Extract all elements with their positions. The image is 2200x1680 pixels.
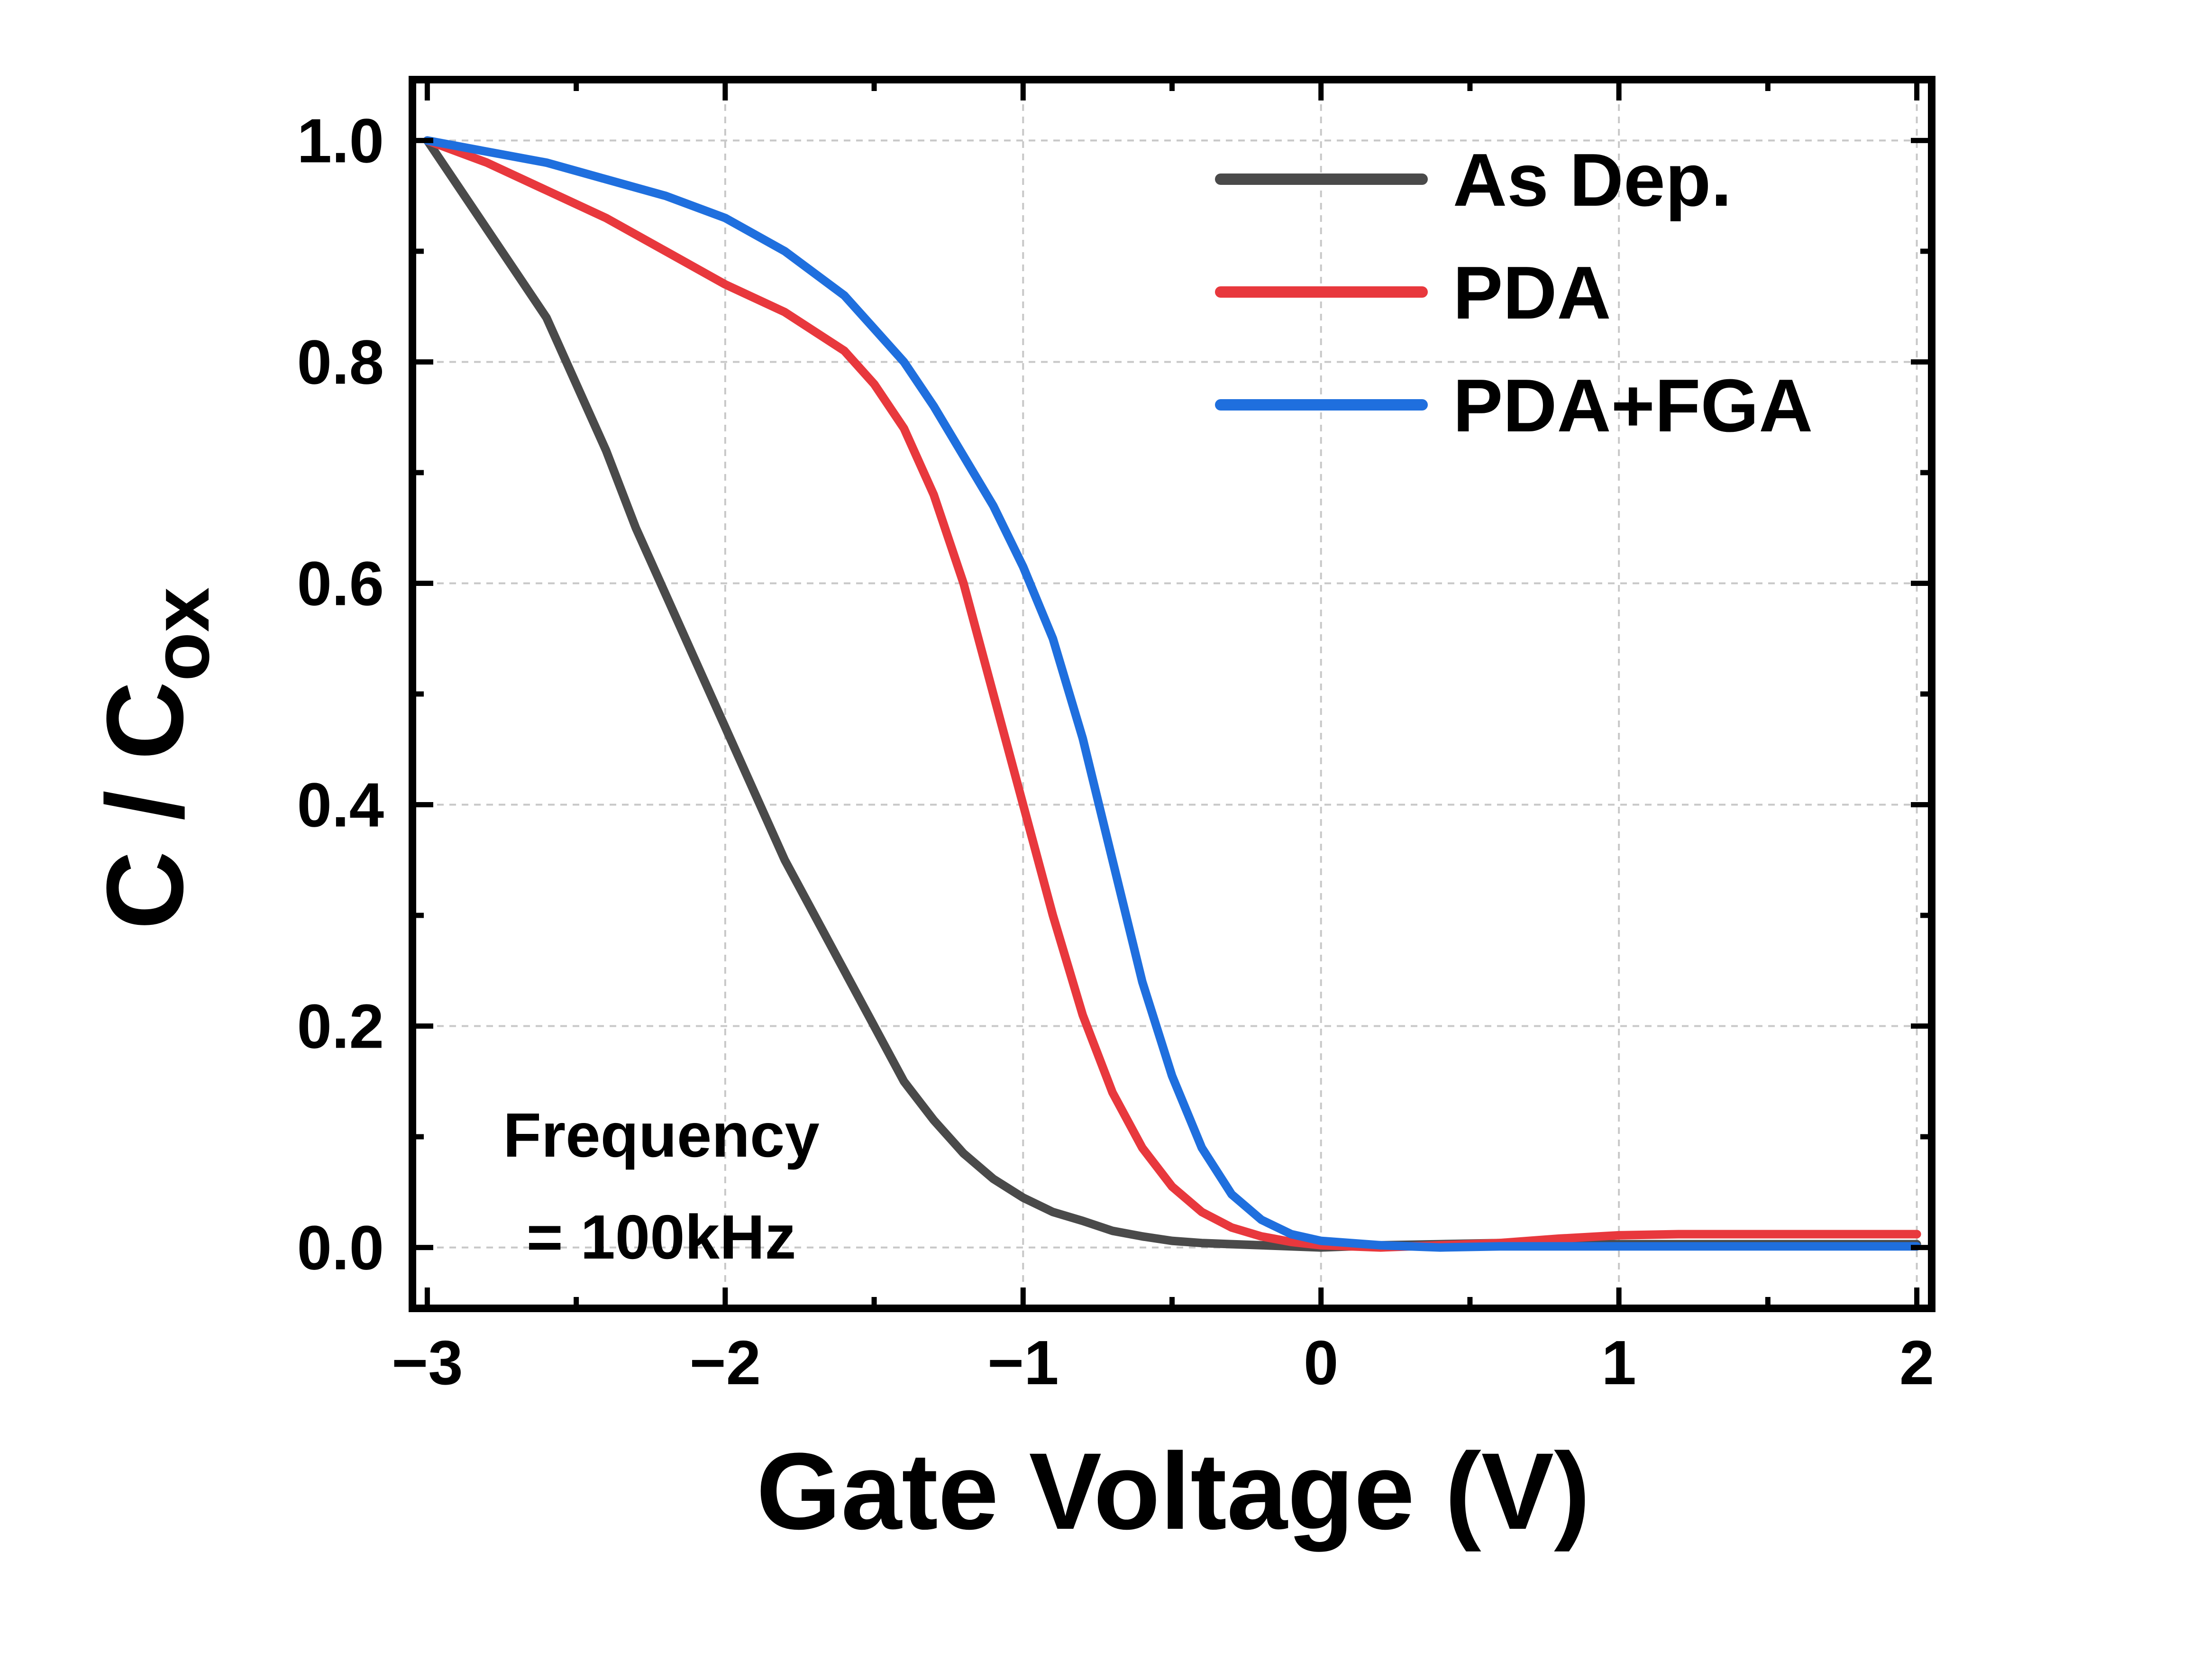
annotation-line-2: = 100kHz <box>527 1202 796 1272</box>
axis-ticks <box>412 80 1932 1308</box>
legend-label: As Dep. <box>1453 138 1732 222</box>
y-axis-title-subscript: ox <box>136 587 226 681</box>
tick-labels: −3 −2 −1 0 1 2 0.0 0.2 0.4 0.6 0.8 1.0 <box>297 106 1935 1397</box>
y-tick-label: 0.2 <box>297 992 384 1061</box>
grid <box>412 80 1932 1308</box>
legend: As Dep. PDA PDA+FGA <box>1215 138 1813 447</box>
y-tick-label: 1.0 <box>297 106 384 175</box>
x-tick-label: −3 <box>392 1328 463 1397</box>
y-tick-label: 0.8 <box>297 327 384 397</box>
y-tick-label: 0.4 <box>297 770 384 840</box>
x-axis-title: Gate Voltage (V) <box>756 1430 1590 1552</box>
y-axis-title-main: C / C <box>84 681 206 930</box>
x-tick-label: 1 <box>1601 1328 1636 1397</box>
x-tick-label: 0 <box>1304 1328 1338 1397</box>
annotation-line-1: Frequency <box>503 1100 820 1170</box>
plot-area <box>423 136 1921 1252</box>
x-tick-label: −1 <box>987 1328 1059 1397</box>
legend-label: PDA+FGA <box>1453 364 1813 447</box>
y-tick-label: 0.0 <box>297 1213 384 1283</box>
x-tick-label: −2 <box>690 1328 761 1397</box>
series-line <box>423 136 1921 1252</box>
y-axis-title: C / Cox <box>84 587 226 930</box>
x-tick-label: 2 <box>1899 1328 1934 1397</box>
y-tick-label: 0.6 <box>297 548 384 618</box>
legend-label: PDA <box>1453 251 1611 335</box>
